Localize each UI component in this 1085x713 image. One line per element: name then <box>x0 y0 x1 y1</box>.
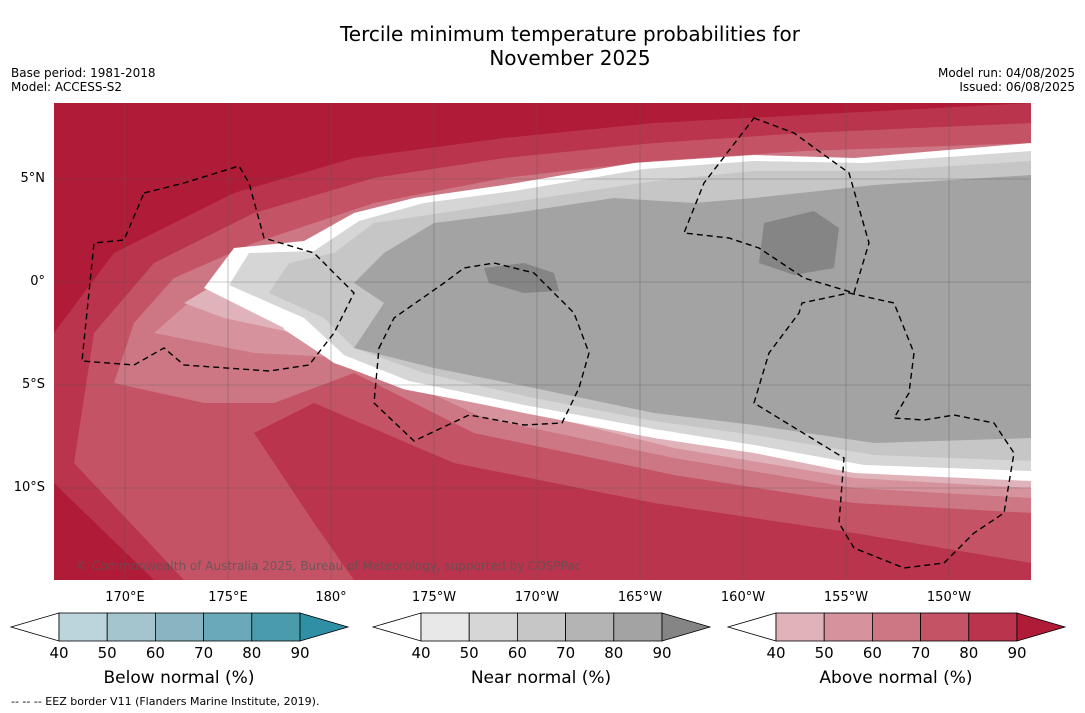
title-line-1: Tercile minimum temperature probabilitie… <box>339 22 801 46</box>
colorbar-segment <box>565 612 615 642</box>
lat-label-10s: 10°S <box>13 480 45 495</box>
model-name: Model: ACCESS-S2 <box>11 80 123 94</box>
lon-label: 150°W <box>926 590 972 605</box>
lat-label-5n: 5°N <box>20 171 46 186</box>
colorbar-tick-label: 60 <box>146 644 165 662</box>
colorbar-tick-label: 70 <box>556 644 575 662</box>
title-line-2: November 2025 <box>489 46 651 70</box>
meta-left: Base period: 1981-2018 Model: ACCESS-S2 <box>11 66 156 94</box>
lat-label-5s: 5°S <box>21 377 45 392</box>
lon-label: 155°W <box>823 590 869 605</box>
colorbar-extend-high <box>299 612 350 642</box>
lon-label: 165°W <box>617 590 663 605</box>
colorbar-extend-low <box>9 612 60 642</box>
colorbar-segment <box>468 612 518 642</box>
colorbar-label-below: Below normal (%) <box>103 668 255 688</box>
colorbar-segment <box>968 612 1018 642</box>
colorbar-below: 40 50 60 70 80 90 <box>9 612 350 662</box>
colorbar-tick-label: 60 <box>863 644 882 662</box>
near-normal-90-patch-west <box>484 263 559 293</box>
colorbar-tick-label: 90 <box>290 644 309 662</box>
colorbar-tick-label: 40 <box>411 644 430 662</box>
colorbar-extend-high <box>1016 612 1067 642</box>
lon-label: 175°E <box>208 590 248 605</box>
eez-borders <box>81 117 1015 569</box>
colorbar-tick-label: 70 <box>911 644 930 662</box>
colorbar-extend-high <box>661 612 712 642</box>
lon-label: 170°E <box>105 590 145 605</box>
lat-label-0: 0° <box>30 274 45 289</box>
colorbar-tick-label: 40 <box>766 644 785 662</box>
lon-label: 175°W <box>411 590 457 605</box>
model-run: Model run: 04/08/2025 <box>937 66 1075 80</box>
base-period: Base period: 1981-2018 <box>11 66 156 80</box>
colorbar-extend-low <box>726 612 777 642</box>
near-normal-70-region <box>354 175 1031 443</box>
lon-label: 180° <box>315 590 347 605</box>
colorbar-segment <box>613 612 663 642</box>
colorbar-tick-label: 70 <box>194 644 213 662</box>
colorbar-above: 40 50 60 70 80 90 <box>726 612 1067 662</box>
colorbar-segment <box>251 612 301 642</box>
colorbar-segment <box>872 612 922 642</box>
colorbar-tick-label: 90 <box>652 644 671 662</box>
colorbar-segment <box>58 612 108 642</box>
colorbar-segment <box>775 612 825 642</box>
colorbar-segment <box>154 612 204 642</box>
colorbars: 40 50 60 70 80 90 40 50 60 70 80 90 40 50 60 70 80 90 <box>9 612 1067 662</box>
eez-footnote: -- -- -- EEZ border V11 (Flanders Marine… <box>11 695 320 708</box>
copyright-notice: © Commonwealth of Australia 2025, Bureau… <box>76 559 581 573</box>
colorbar-tick-label: 50 <box>98 644 117 662</box>
colorbar-segment <box>420 612 470 642</box>
colorbar-tick-label: 60 <box>508 644 527 662</box>
colorbar-tick-label: 40 <box>49 644 68 662</box>
colorbar-tick-label: 80 <box>242 644 261 662</box>
colorbar-segment <box>920 612 970 642</box>
colorbar-tick-label: 80 <box>959 644 978 662</box>
graticule <box>54 103 1031 580</box>
issued-date: Issued: 06/08/2025 <box>959 80 1075 94</box>
colorbar-segment <box>203 612 253 642</box>
colorbar-segment <box>106 612 156 642</box>
lon-label: 160°W <box>720 590 766 605</box>
colorbar-tick-label: 50 <box>460 644 479 662</box>
probability-map: © Commonwealth of Australia 2025, Bureau… <box>54 103 1031 580</box>
tercile-boundary-line-south <box>283 326 1031 480</box>
colorbar-extend-low <box>371 612 422 642</box>
colorbar-label-above: Above normal (%) <box>819 668 973 688</box>
tercile-boundary-line <box>303 146 1031 245</box>
meta-right: Model run: 04/08/2025 Issued: 06/08/2025 <box>938 66 1075 94</box>
colorbar-segment <box>517 612 567 642</box>
colorbar-label-near: Near normal (%) <box>470 668 612 688</box>
colorbar-tick-label: 90 <box>1007 644 1026 662</box>
colorbar-tick-label: 50 <box>815 644 834 662</box>
colorbar-tick-label: 80 <box>604 644 623 662</box>
colorbar-near: 40 50 60 70 80 90 <box>371 612 712 662</box>
map-title: Tercile minimum temperature probabilitie… <box>0 22 1085 70</box>
near-normal-90-patch <box>759 211 839 275</box>
lon-label: 170°W <box>514 590 560 605</box>
colorbar-segment <box>823 612 873 642</box>
